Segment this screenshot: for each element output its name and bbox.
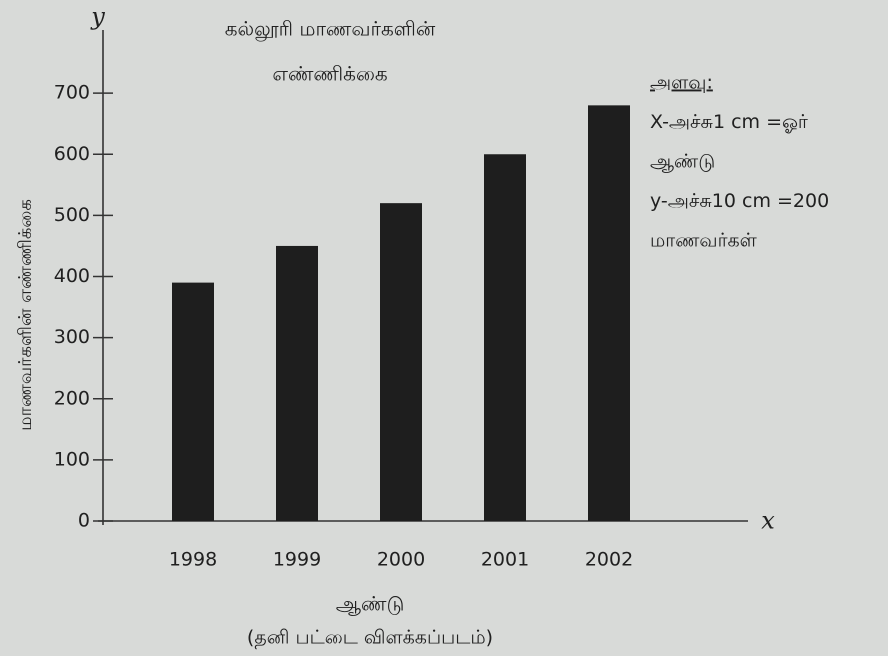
- x-tick-label: 2002: [585, 549, 633, 571]
- y-tick-label: 500: [54, 204, 90, 226]
- y-tick-label: 200: [54, 387, 90, 409]
- x-tick-label: 2000: [377, 549, 425, 571]
- scale-note: ஆண்டு: [650, 151, 715, 173]
- y-tick-label: 100: [54, 448, 90, 470]
- chart-title: கல்லூரி மாணவர்களின்: [225, 17, 436, 42]
- x-axis-label: ஆண்டு: [336, 592, 405, 617]
- bar: [172, 282, 214, 521]
- chart-title: எண்ணிக்கை: [272, 62, 387, 86]
- x-tick-label: 1999: [273, 549, 321, 571]
- y-tick-label: 300: [54, 326, 90, 348]
- scale-note: மாணவர்கள்: [650, 230, 758, 252]
- bar: [588, 105, 630, 521]
- y-tick-label: 400: [54, 265, 90, 287]
- y-axis-letter: y: [90, 3, 105, 31]
- x-tick-label: 1998: [169, 549, 217, 571]
- y-tick-label: 600: [54, 143, 90, 165]
- y-tick-label: 0: [78, 510, 90, 532]
- bar: [484, 154, 526, 521]
- scale-note: y-அச்சு10 cm =200: [650, 190, 829, 212]
- subtitle: (தனி பட்டை விளக்கப்படம்): [247, 627, 493, 650]
- scale-note: X-அச்சு1 cm =ஓர்: [650, 111, 808, 133]
- x-tick-label: 2001: [481, 549, 529, 571]
- bar: [380, 203, 422, 521]
- bar: [276, 245, 318, 521]
- y-tick-label: 700: [54, 82, 90, 104]
- scale-note: அளவு:: [650, 72, 713, 94]
- y-axis-label: மாணவர்களின் எண்ணிக்கை: [15, 199, 36, 431]
- x-axis-letter: x: [761, 507, 775, 535]
